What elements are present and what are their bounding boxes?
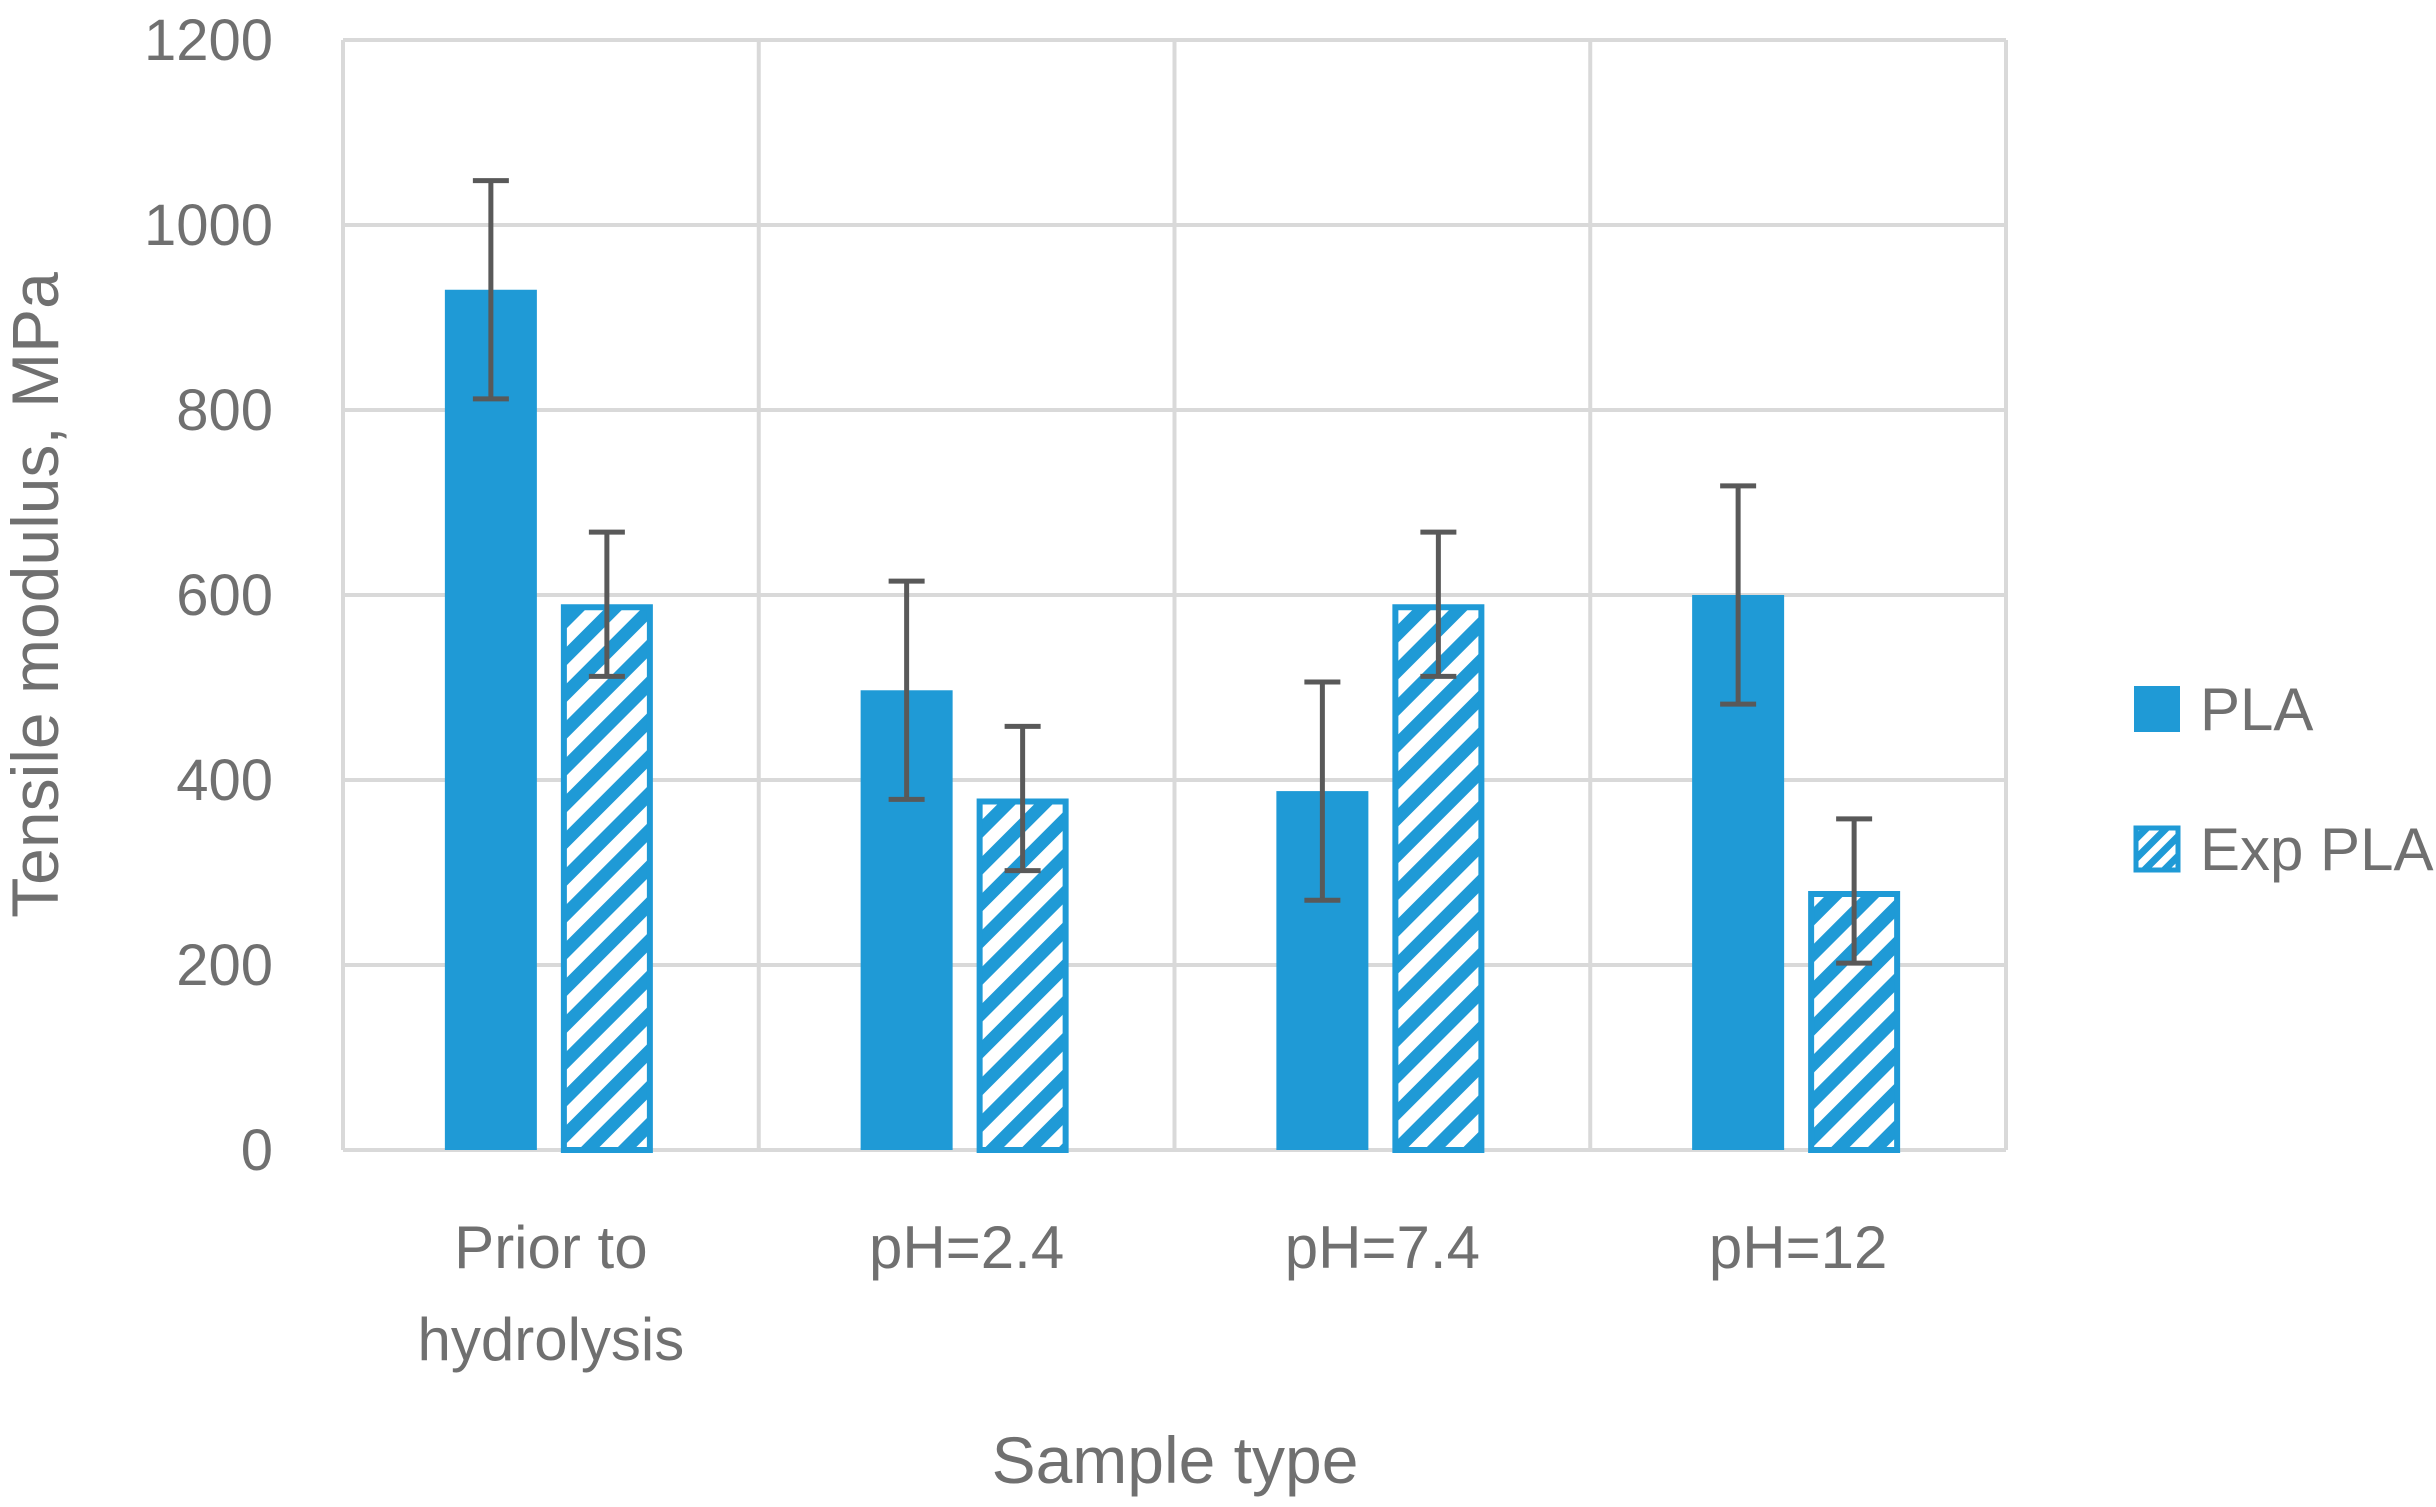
x-category-labels: Prior to hydrolysis pH=2.4 pH=7.4 pH=12 [418, 1214, 1888, 1373]
y-tick-label: 0 [241, 1118, 273, 1183]
y-tick-label: 1000 [144, 193, 273, 258]
x-axis-title: Sample type [992, 1423, 1359, 1497]
bar-exp-pla [560, 604, 653, 1153]
x-category-label: pH=2.4 [869, 1214, 1064, 1281]
y-tick-label: 800 [176, 378, 273, 443]
x-category-label: Prior to hydrolysis [418, 1214, 685, 1373]
legend-label: PLA [2200, 676, 2313, 743]
x-category-label: pH=7.4 [1285, 1214, 1480, 1281]
x-category-line: Prior to [454, 1214, 647, 1281]
x-category-line: pH=2.4 [869, 1214, 1064, 1281]
y-tick-label: 400 [176, 748, 273, 813]
x-category-label: pH=12 [1709, 1214, 1887, 1281]
bar-pla [444, 289, 537, 1150]
y-tick-labels: 0 200 400 600 800 1000 1200 [144, 8, 273, 1183]
x-category-line: pH=12 [1709, 1214, 1887, 1281]
y-tick-label: 1200 [144, 8, 273, 73]
y-tick-label: 200 [176, 933, 273, 998]
legend: PLA Exp PLA [2133, 676, 2433, 883]
bars [444, 289, 1901, 1153]
x-category-line: hydrolysis [418, 1306, 685, 1373]
legend-swatch-exp-pla [2133, 825, 2181, 873]
y-tick-label: 600 [176, 563, 273, 628]
error-bars [472, 178, 1873, 966]
bar-exp-pla [1392, 604, 1485, 1153]
y-axis-title: Tensile modulus, MPa [0, 272, 72, 918]
legend-label: Exp PLA [2200, 816, 2433, 883]
legend-swatch-pla [2134, 686, 2180, 732]
x-category-line: pH=7.4 [1285, 1214, 1480, 1281]
